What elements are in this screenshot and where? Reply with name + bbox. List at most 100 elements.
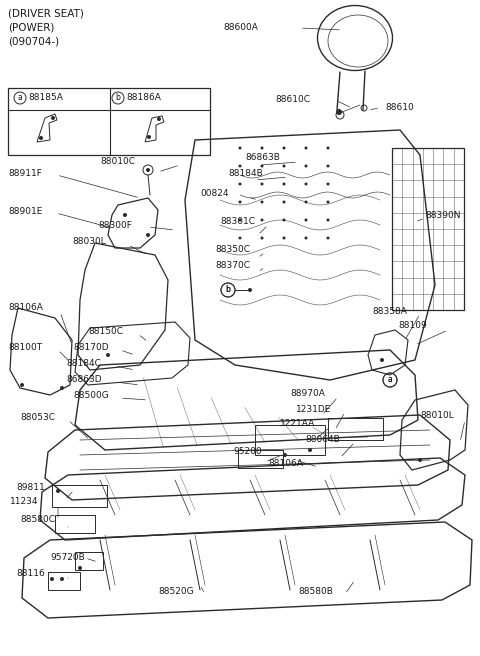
Text: (POWER): (POWER) <box>8 22 54 32</box>
Bar <box>328 418 383 440</box>
Text: 88300F: 88300F <box>98 220 132 230</box>
Text: 88184C: 88184C <box>66 358 101 367</box>
Circle shape <box>418 458 422 462</box>
Text: 88106A: 88106A <box>8 304 43 312</box>
Text: 88901E: 88901E <box>8 207 42 216</box>
Text: 88010L: 88010L <box>420 411 454 420</box>
Circle shape <box>239 165 241 167</box>
Text: 86863D: 86863D <box>66 375 102 384</box>
Circle shape <box>283 218 286 222</box>
Text: 88170D: 88170D <box>73 342 108 352</box>
Text: 88350C: 88350C <box>215 245 250 255</box>
Circle shape <box>239 201 241 203</box>
Circle shape <box>106 353 110 357</box>
Circle shape <box>304 146 308 150</box>
Circle shape <box>304 218 308 222</box>
Circle shape <box>283 237 286 239</box>
Circle shape <box>50 577 54 581</box>
Circle shape <box>39 136 43 140</box>
Text: 95200: 95200 <box>233 447 262 457</box>
Text: 88580C: 88580C <box>20 514 55 523</box>
Circle shape <box>146 168 150 172</box>
Text: 88186A: 88186A <box>126 94 161 102</box>
Circle shape <box>326 182 329 186</box>
Circle shape <box>336 109 342 115</box>
Circle shape <box>326 165 329 167</box>
Bar <box>392 148 464 310</box>
Text: a: a <box>388 375 392 384</box>
Circle shape <box>304 165 308 167</box>
Text: 88301C: 88301C <box>220 218 255 226</box>
Bar <box>55 515 95 533</box>
Text: 95720B: 95720B <box>50 554 85 562</box>
Circle shape <box>123 213 127 217</box>
Circle shape <box>304 237 308 239</box>
Circle shape <box>304 201 308 203</box>
Circle shape <box>239 146 241 150</box>
Text: 86863B: 86863B <box>245 154 280 163</box>
Circle shape <box>239 218 241 222</box>
Text: 89811: 89811 <box>16 483 45 491</box>
Text: 88520G: 88520G <box>158 586 193 596</box>
Text: 88010C: 88010C <box>100 157 135 167</box>
Text: (090704-): (090704-) <box>8 36 59 46</box>
Text: 00824: 00824 <box>200 190 228 199</box>
Text: 88610: 88610 <box>385 102 414 112</box>
Circle shape <box>146 233 150 237</box>
Bar <box>238 450 283 468</box>
Circle shape <box>56 489 60 493</box>
Text: b: b <box>116 94 120 102</box>
Circle shape <box>147 135 151 139</box>
Text: 88911F: 88911F <box>8 169 42 178</box>
Circle shape <box>78 566 82 570</box>
Text: 88580B: 88580B <box>298 586 333 596</box>
Circle shape <box>261 201 264 203</box>
Text: 88500G: 88500G <box>73 390 109 400</box>
Text: 1231DE: 1231DE <box>296 405 331 413</box>
Text: 88358A: 88358A <box>372 306 407 316</box>
Circle shape <box>261 146 264 150</box>
Circle shape <box>326 201 329 203</box>
Circle shape <box>283 182 286 186</box>
Text: a: a <box>18 94 23 102</box>
Circle shape <box>261 165 264 167</box>
Circle shape <box>326 146 329 150</box>
Circle shape <box>60 386 64 390</box>
Text: 88053C: 88053C <box>20 413 55 422</box>
Text: 88390N: 88390N <box>425 211 460 220</box>
Bar <box>52 485 107 507</box>
Bar <box>255 425 325 455</box>
Circle shape <box>261 182 264 186</box>
Text: 88106A: 88106A <box>268 459 303 468</box>
Circle shape <box>326 218 329 222</box>
Text: 88185A: 88185A <box>28 94 63 102</box>
Circle shape <box>51 116 55 120</box>
Text: b: b <box>226 285 230 295</box>
Text: (DRIVER SEAT): (DRIVER SEAT) <box>8 8 84 18</box>
Circle shape <box>283 453 287 457</box>
Circle shape <box>239 182 241 186</box>
Text: 88184B: 88184B <box>228 169 263 178</box>
Bar <box>75 552 103 570</box>
Text: 88064B: 88064B <box>305 434 340 443</box>
Circle shape <box>283 201 286 203</box>
Circle shape <box>380 358 384 362</box>
Text: b: b <box>226 285 230 295</box>
Text: 11234: 11234 <box>10 497 38 506</box>
Text: 1221AA: 1221AA <box>280 419 315 428</box>
Bar <box>48 572 80 590</box>
Circle shape <box>326 237 329 239</box>
Text: 88030L: 88030L <box>72 237 106 247</box>
Text: 88116: 88116 <box>16 569 45 579</box>
Circle shape <box>283 165 286 167</box>
Circle shape <box>283 146 286 150</box>
Circle shape <box>239 237 241 239</box>
Circle shape <box>308 448 312 452</box>
Text: 88150C: 88150C <box>88 327 123 335</box>
Circle shape <box>157 117 161 121</box>
Text: a: a <box>388 375 392 384</box>
Circle shape <box>304 182 308 186</box>
Circle shape <box>60 577 64 581</box>
Text: 88610C: 88610C <box>275 96 310 104</box>
Circle shape <box>248 288 252 292</box>
